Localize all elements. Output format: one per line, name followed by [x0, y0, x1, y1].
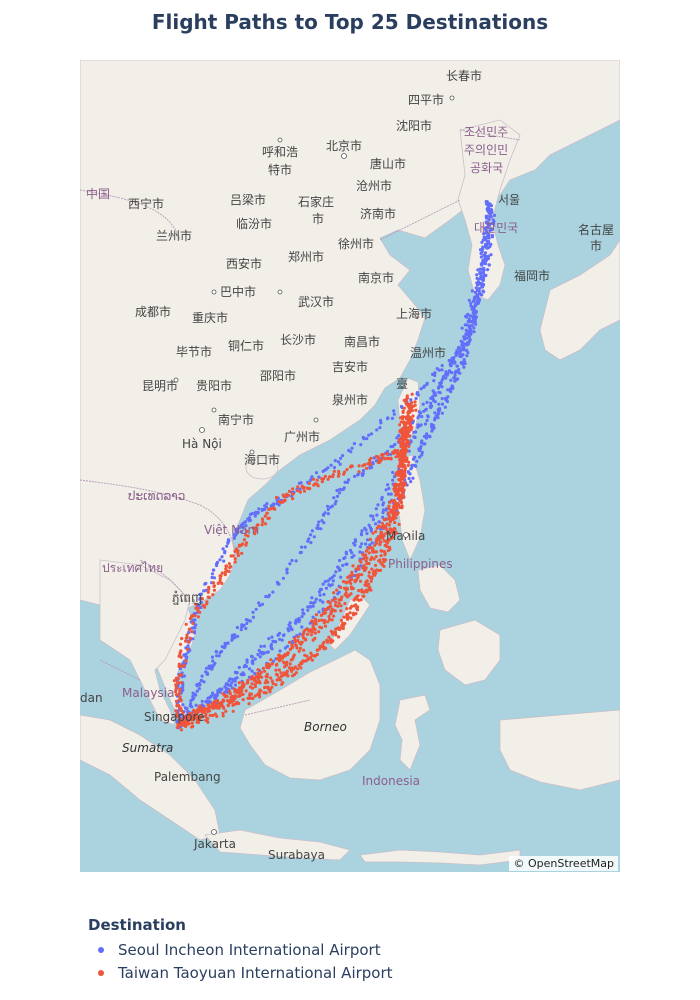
label-quanzhou: 泉州市: [332, 392, 368, 407]
label-philippines: Philippines: [388, 557, 453, 571]
label-beijing: 北京市: [326, 138, 362, 153]
label-north-korea-3: 공화국: [470, 161, 503, 175]
label-xian: 西安市: [226, 256, 262, 271]
label-dan: dan: [80, 691, 103, 705]
label-fukuoka: 福岡市: [514, 268, 550, 283]
label-tangshan: 唐山市: [370, 156, 406, 171]
label-jian: 吉安市: [332, 359, 368, 374]
taiwan-route-5: [176, 459, 408, 727]
legend-title: Destination: [88, 916, 186, 934]
label-cangzhou: 沧州市: [356, 178, 392, 193]
legend-marker-taiwan: [98, 969, 104, 976]
indochina: [99, 559, 191, 726]
map-canvas[interactable]: 长春市 四平市 沈阳市 조선민주 주의인민 공화국 呼和浩 特市 北京市 唐山市…: [80, 60, 620, 872]
label-changsha: 长沙市: [280, 332, 316, 347]
label-lanzhou: 兰州市: [156, 228, 192, 243]
label-singapore: Singapore: [144, 710, 205, 724]
label-guangzhou: 广州市: [284, 429, 320, 444]
label-shenyang: 沈阳市: [396, 118, 432, 133]
label-zhengzhou: 郑州市: [288, 249, 324, 264]
label-hohhot: 呼和浩: [262, 145, 298, 159]
label-tongren: 铜仁市: [228, 338, 264, 353]
mindanao: [437, 619, 501, 686]
label-vietnam: Việt Nam: [204, 523, 259, 537]
east-islands: [499, 709, 620, 791]
mainland-asia: [80, 60, 620, 729]
label-jakarta: Jakarta: [193, 837, 236, 851]
label-palembang: Palembang: [154, 770, 221, 784]
label-sumatra: Sumatra: [122, 741, 173, 755]
borneo: [239, 649, 381, 781]
legend-label-taiwan: Taiwan Taoyuan International Airport: [118, 963, 393, 982]
label-nanchang: 南昌市: [344, 334, 380, 349]
label-nanning: 南宁市: [218, 412, 254, 427]
legend: Destination Seoul Incheon International …: [88, 916, 393, 984]
label-chengdu: 成都市: [135, 304, 171, 319]
label-nagoya-2: 市: [590, 238, 602, 253]
label-north-korea-2: 주의인민: [464, 143, 508, 157]
label-changchun: 长春市: [446, 68, 482, 83]
label-surabaya: Surabaya: [268, 848, 325, 862]
label-lvliang: 吕梁市: [230, 192, 266, 207]
label-wenzhou: 温州市: [410, 345, 446, 360]
label-laos: ປະເທດລາວ: [128, 489, 185, 503]
city-markers: [173, 95, 455, 835]
label-jinan: 济南市: [360, 206, 396, 221]
label-chongqing: 重庆市: [192, 310, 228, 325]
label-hohhot-2: 特市: [268, 162, 292, 177]
label-indonesia: Indonesia: [362, 774, 420, 788]
sulawesi: [394, 694, 431, 771]
legend-item-seoul[interactable]: Seoul Incheon International Airport: [88, 938, 393, 961]
flight-paths: [172, 200, 497, 732]
taiwan-route-2: [172, 399, 414, 725]
label-shijiazhuang-2: 市: [312, 211, 324, 226]
legend-item-taiwan[interactable]: Taiwan Taoyuan International Airport: [88, 961, 393, 984]
label-thailand: ประเทศไทย: [102, 561, 163, 575]
label-north-korea: 조선민주: [464, 125, 508, 139]
label-cambodia: ភ្នំពេញ: [172, 590, 202, 605]
java: [204, 829, 351, 861]
hainan: [245, 456, 279, 480]
label-xuzhou: 徐州市: [338, 236, 374, 251]
legend-label-seoul: Seoul Incheon International Airport: [118, 940, 381, 959]
label-shijiazhuang: 石家庄: [298, 194, 334, 209]
label-hanoi: Hà Nội: [182, 437, 222, 451]
label-guiyang: 贵阳市: [196, 378, 232, 393]
label-xining: 西宁市: [128, 196, 164, 211]
legend-marker-seoul: [98, 946, 104, 953]
label-seoul: 서울: [498, 193, 520, 207]
label-china: 中国: [86, 186, 110, 201]
label-borneo: Borneo: [304, 720, 347, 734]
label-kunming: 昆明市: [142, 378, 178, 393]
label-nanjing: 南京市: [358, 270, 394, 285]
label-shaoyang: 邵阳市: [260, 368, 296, 383]
label-bijie: 毕节市: [176, 344, 212, 359]
visayas: [417, 564, 461, 613]
chart-title: Flight Paths to Top 25 Destinations: [151, 10, 549, 34]
label-linfen: 临汾市: [236, 216, 272, 231]
label-malaysia: Malaysia: [122, 686, 174, 700]
label-siping: 四平市: [408, 92, 444, 107]
map[interactable]: 长春市 四平市 沈阳市 조선민주 주의인민 공화국 呼和浩 特市 北京市 唐山市…: [80, 60, 620, 872]
label-haikou: 海口市: [244, 452, 280, 467]
label-taipei: 臺: [396, 376, 408, 391]
country-borders: [80, 129, 521, 716]
map-attribution[interactable]: © OpenStreetMap: [509, 856, 618, 871]
label-wuhan: 武汉市: [298, 294, 334, 309]
label-bazhong: 巴中市: [220, 284, 256, 299]
label-south-korea: 대한민국: [474, 221, 518, 235]
label-shanghai: 上海市: [396, 306, 432, 321]
japan: [539, 239, 620, 361]
label-nagoya: 名古屋: [578, 222, 614, 237]
